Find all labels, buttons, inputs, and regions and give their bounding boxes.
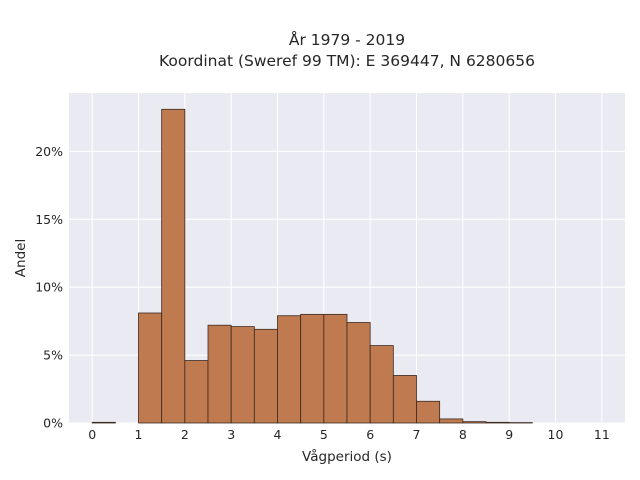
x-tick-label: 1 xyxy=(135,427,143,442)
x-tick-label: 11 xyxy=(594,427,610,442)
bars xyxy=(91,108,533,424)
chart-subtitle: Koordinat (Sweref 99 TM): E 369447, N 62… xyxy=(159,52,535,70)
histogram-bar xyxy=(392,375,417,424)
y-tick-label: 10% xyxy=(35,280,63,295)
histogram-bar xyxy=(323,313,348,424)
histogram-bar xyxy=(184,360,209,424)
x-tick-label: 8 xyxy=(459,427,467,442)
x-axis-ticks: 0 1 2 3 4 5 6 7 8 9 10 11 xyxy=(88,427,610,442)
x-axis-label: Vågperiod (s) xyxy=(302,448,392,465)
histogram-bar xyxy=(485,421,510,424)
histogram-bar xyxy=(230,326,255,424)
y-tick-label: 15% xyxy=(35,212,63,227)
histogram-bar xyxy=(416,400,441,424)
y-tick-label: 5% xyxy=(43,348,63,363)
histogram-bar xyxy=(91,421,116,424)
histogram-bar xyxy=(207,324,232,424)
x-tick-label: 2 xyxy=(181,427,189,442)
x-tick-label: 6 xyxy=(366,427,374,442)
histogram-bar xyxy=(300,313,325,424)
histogram-bar xyxy=(369,345,394,424)
x-tick-label: 5 xyxy=(320,427,328,442)
histogram-bar xyxy=(462,421,487,424)
histogram-bar xyxy=(346,322,371,424)
x-tick-label: 3 xyxy=(227,427,235,442)
x-tick-label: 4 xyxy=(274,427,282,442)
histogram-bar xyxy=(138,312,163,424)
y-axis-ticks: 0% 5% 10% 15% 20% xyxy=(35,144,63,431)
x-tick-label: 0 xyxy=(88,427,96,442)
x-tick-label: 7 xyxy=(413,427,421,442)
y-axis-label: Andel xyxy=(13,239,29,277)
x-tick-label: 9 xyxy=(505,427,513,442)
y-tick-label: 20% xyxy=(35,144,63,159)
x-tick-label: 10 xyxy=(548,427,564,442)
histogram-bar xyxy=(439,418,464,424)
y-tick-label: 0% xyxy=(43,416,63,431)
histogram-bar xyxy=(161,108,186,424)
histogram-bar xyxy=(253,328,278,424)
chart-title: År 1979 - 2019 xyxy=(289,30,405,49)
histogram-bar xyxy=(277,315,302,424)
